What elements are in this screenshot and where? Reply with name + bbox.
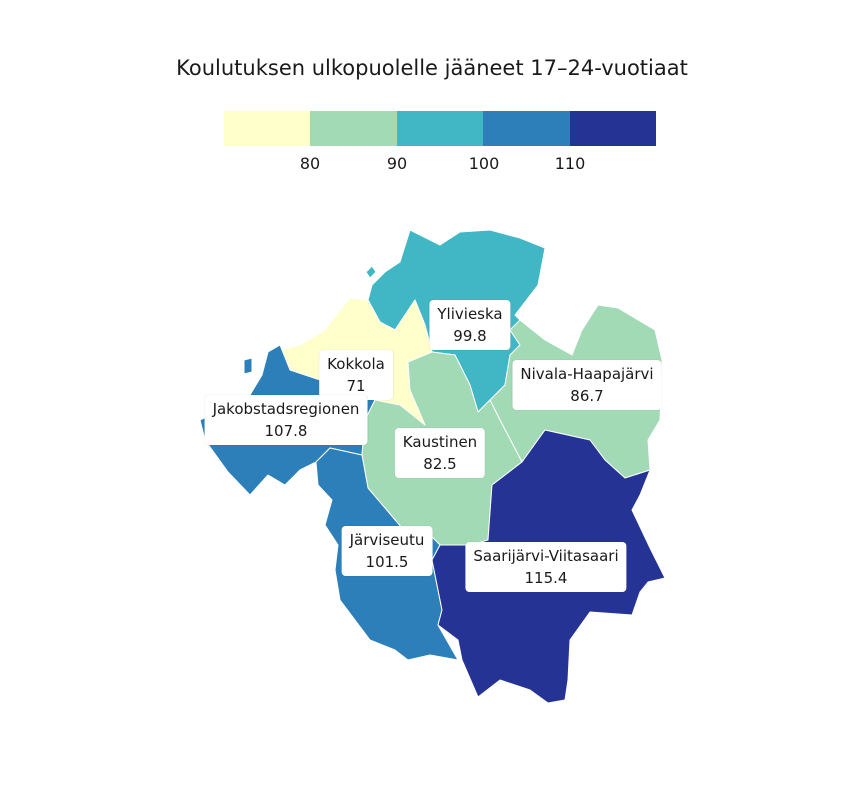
legend-swatch (224, 111, 311, 146)
legend-tick: 90 (386, 154, 408, 173)
region-value: 107.8 (264, 422, 308, 440)
legend-swatch (483, 111, 570, 146)
label-jarviseutu: Järviseutu 101.5 (341, 526, 433, 576)
region-value: 99.8 (453, 327, 487, 345)
label-jakobstadsregionen: Jakobstadsregionen 107.8 (204, 395, 368, 445)
region-name: Jakobstadsregionen (212, 400, 360, 418)
legend-tick: 110 (554, 154, 586, 173)
legend-tick: 100 (468, 154, 500, 173)
page-title: Koulutuksen ulkopuolelle jääneet 17–24-v… (176, 56, 688, 80)
legend-tick: 80 (299, 154, 321, 173)
legend-swatch (310, 111, 397, 146)
legend-swatch (396, 111, 484, 146)
label-ylivieska: Ylivieska 99.8 (429, 300, 511, 350)
region-value: 86.7 (570, 387, 604, 405)
region-name: Kaustinen (402, 433, 478, 451)
region-value: 82.5 (423, 455, 457, 473)
label-saarijarvi-viitasaari: Saarijärvi-Viitasaari 115.4 (465, 542, 627, 592)
region-value: 115.4 (524, 569, 568, 587)
label-kokkola: Kokkola 71 (319, 350, 393, 400)
color-legend (224, 111, 657, 146)
label-nivala-haapajarvi: Nivala-Haapajärvi 86.7 (512, 360, 662, 410)
region-name: Ylivieska (437, 305, 503, 323)
region-value: 71 (346, 377, 366, 395)
region-name: Nivala-Haapajärvi (520, 365, 654, 383)
legend-swatch (569, 111, 657, 146)
region-name: Kokkola (327, 355, 385, 373)
region-name: Saarijärvi-Viitasaari (473, 547, 619, 565)
region-value: 101.5 (365, 553, 409, 571)
region-name: Järviseutu (349, 531, 425, 549)
label-kaustinen: Kaustinen 82.5 (394, 428, 486, 478)
